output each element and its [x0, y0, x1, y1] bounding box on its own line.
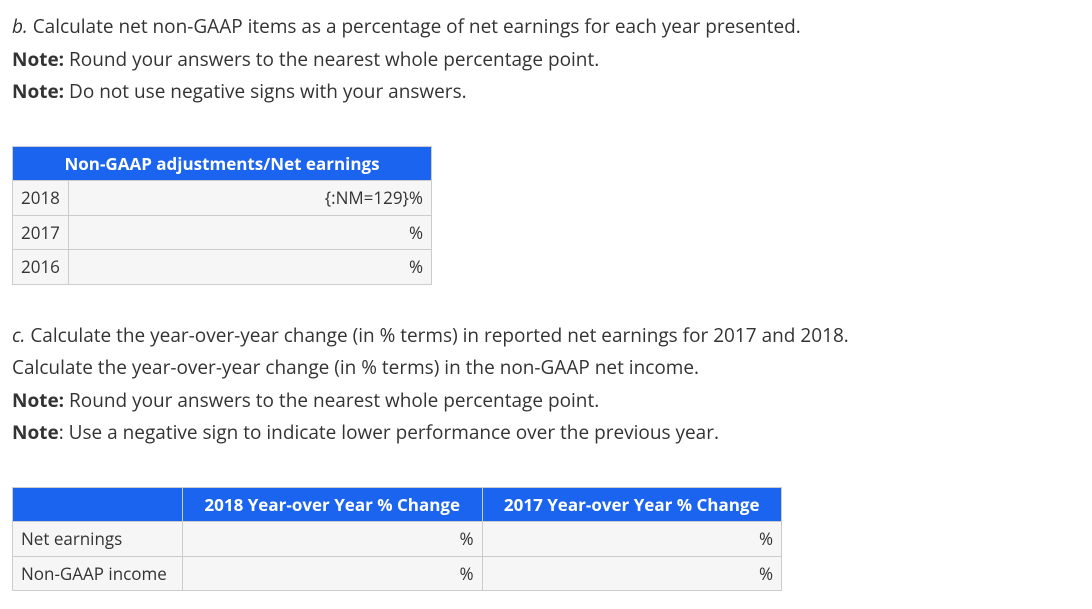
note-text: Round your answers to the nearest whole … [64, 46, 599, 72]
table-c-row-label: Non-GAAP income [13, 556, 183, 591]
note-label: Note: [12, 387, 64, 413]
table-c-header-2018: 2018 Year-over Year % Change [183, 487, 483, 522]
spacer [12, 110, 1080, 146]
note-label: Note: [12, 78, 64, 104]
table-b-year: 2016 [13, 250, 69, 285]
question-b-note1: Note: Round your answers to the nearest … [12, 45, 1080, 74]
note-text: : Use a negative sign to indicate lower … [59, 419, 719, 445]
table-b-value[interactable]: {:NM=129}% [69, 181, 432, 216]
note-label: Note [12, 419, 59, 445]
question-b: b. Calculate net non-GAAP items as a per… [12, 12, 1080, 41]
question-c: c. Calculate the year-over-year change (… [12, 321, 1080, 350]
table-b-year: 2018 [13, 181, 69, 216]
question-c-text1: Calculate the year-over-year change (in … [30, 322, 848, 348]
table-c-value[interactable]: % [482, 522, 782, 557]
question-c-note2: Note: Use a negative sign to indicate lo… [12, 418, 1080, 447]
table-b-value[interactable]: % [69, 250, 432, 285]
table-c-header-blank [13, 487, 183, 522]
question-c-label: c. [12, 322, 25, 348]
table-row: Non-GAAP income % % [13, 556, 782, 591]
table-b-value[interactable]: % [69, 215, 432, 250]
table-row: Net earnings % % [13, 522, 782, 557]
question-c-line2: Calculate the year-over-year change (in … [12, 353, 1080, 382]
table-c-value[interactable]: % [183, 556, 483, 591]
spacer [12, 451, 1080, 487]
question-b-text: Calculate net non-GAAP items as a percen… [33, 13, 801, 39]
spacer [12, 285, 1080, 321]
note-text: Do not use negative signs with your answ… [64, 78, 467, 104]
table-b-year: 2017 [13, 215, 69, 250]
table-b: Non-GAAP adjustments/Net earnings 2018 {… [12, 146, 432, 285]
table-c: 2018 Year-over Year % Change 2017 Year-o… [12, 487, 782, 592]
table-row: 2018 {:NM=129}% [13, 181, 432, 216]
table-c-row-label: Net earnings [13, 522, 183, 557]
table-row: 2017 % [13, 215, 432, 250]
note-label: Note: [12, 46, 64, 72]
table-b-header: Non-GAAP adjustments/Net earnings [13, 146, 432, 181]
question-b-label: b. [12, 13, 28, 39]
question-b-note2: Note: Do not use negative signs with you… [12, 77, 1080, 106]
table-c-header-2017: 2017 Year-over Year % Change [482, 487, 782, 522]
question-c-note1: Note: Round your answers to the nearest … [12, 386, 1080, 415]
table-c-value[interactable]: % [482, 556, 782, 591]
table-c-value[interactable]: % [183, 522, 483, 557]
table-row: 2016 % [13, 250, 432, 285]
note-text: Round your answers to the nearest whole … [64, 387, 599, 413]
